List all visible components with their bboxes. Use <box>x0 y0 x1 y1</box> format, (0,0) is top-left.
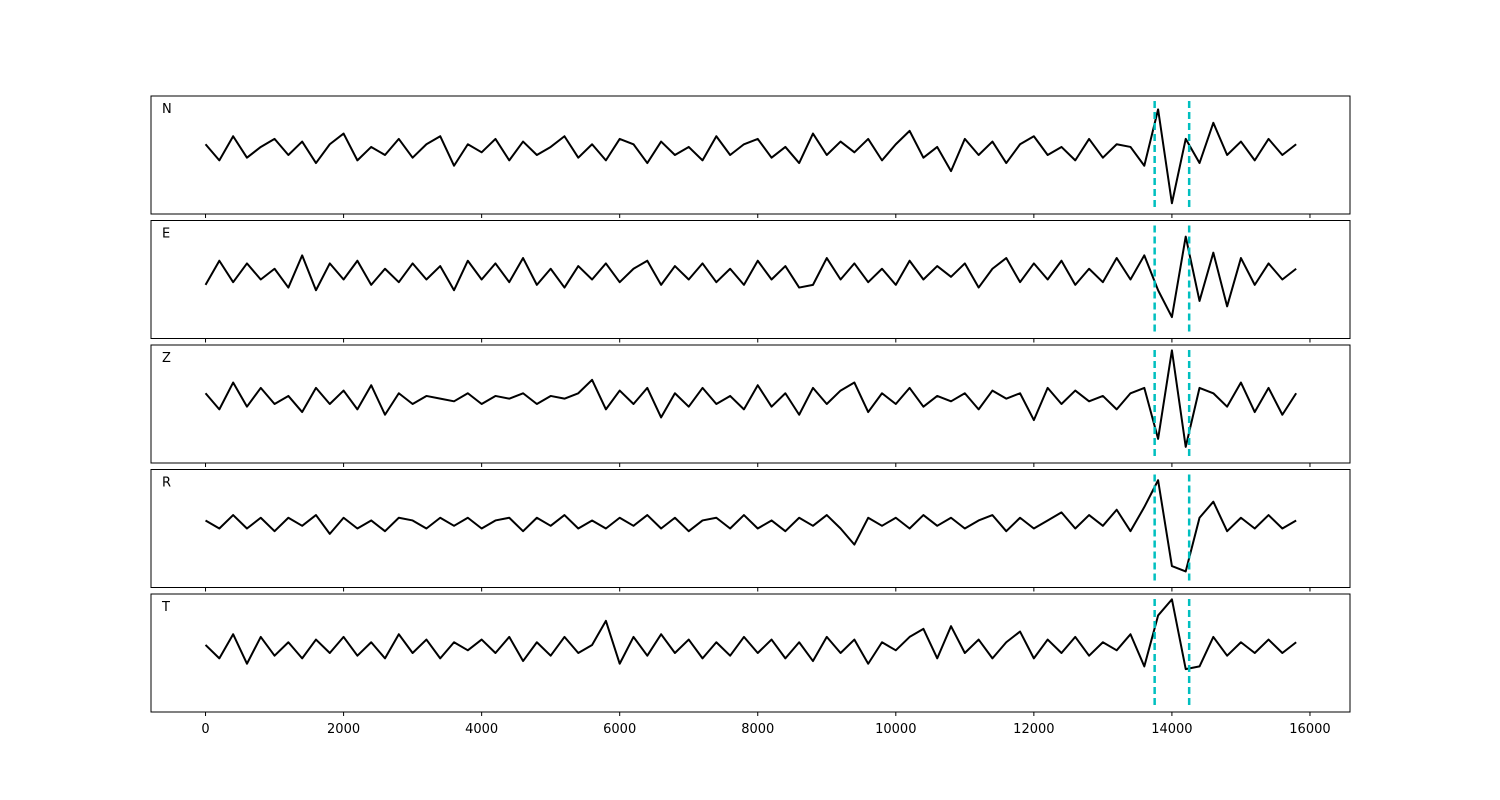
x-tick-label: 10000 <box>875 722 916 737</box>
panel-frame <box>150 469 1351 588</box>
x-tick-label: 8000 <box>741 722 774 737</box>
panel-label: R <box>162 476 171 491</box>
panel-label: E <box>162 227 170 242</box>
x-tick-label: 0 <box>201 722 209 737</box>
panel-frame <box>150 220 1351 339</box>
panel-frame <box>150 95 1351 215</box>
x-tick-label: 14000 <box>1151 722 1192 737</box>
trace <box>204 349 1298 448</box>
trace <box>204 108 1297 205</box>
trace <box>204 235 1297 319</box>
panel-label: N <box>162 102 172 117</box>
panel-label: T <box>161 600 170 615</box>
panel-frame <box>150 344 1351 464</box>
panel-frame <box>150 593 1351 713</box>
x-tick-label: 2000 <box>327 722 360 737</box>
x-tick-label: 4000 <box>465 722 498 737</box>
trace <box>205 479 1297 573</box>
x-tick-label: 12000 <box>1013 722 1054 737</box>
x-tick-label: 16000 <box>1289 722 1330 737</box>
trace <box>204 598 1297 671</box>
panel-label: Z <box>162 351 171 366</box>
x-tick-label: 6000 <box>603 722 636 737</box>
